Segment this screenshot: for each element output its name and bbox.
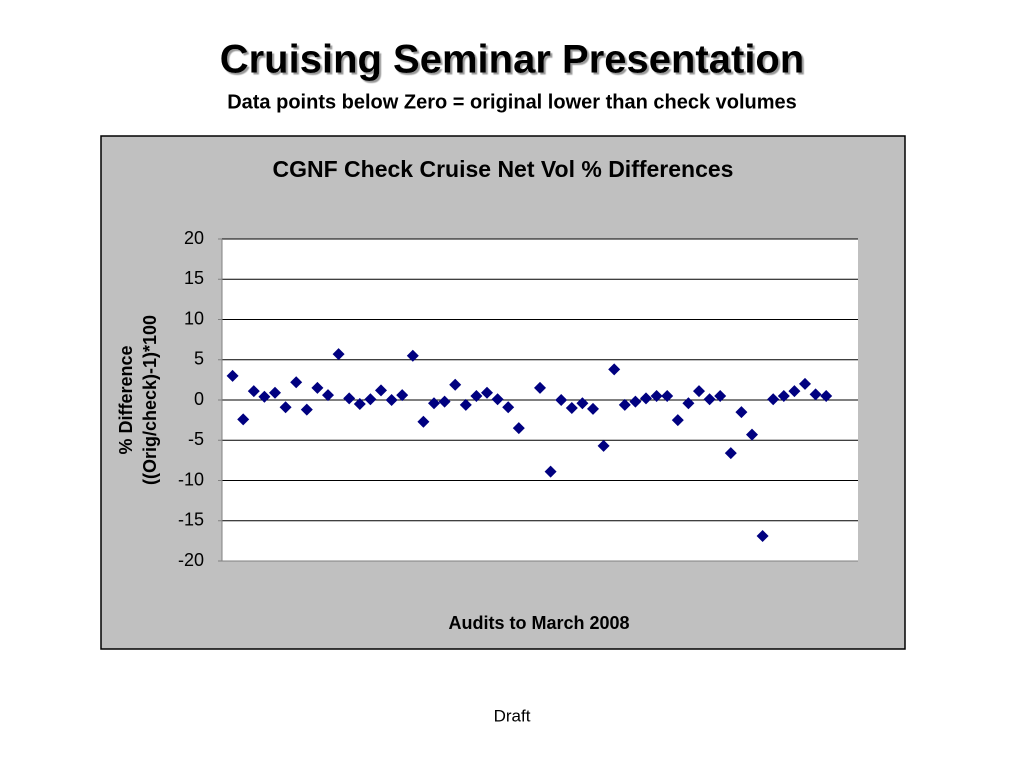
data-point (767, 393, 780, 406)
data-point (724, 447, 737, 460)
data-point (512, 422, 525, 435)
data-point (682, 397, 695, 410)
data-point (290, 376, 303, 389)
data-point (629, 395, 642, 408)
data-point (406, 349, 419, 362)
data-point (799, 377, 811, 390)
y-axis-label: % Difference ((Orig/check)-1)*100 (116, 315, 160, 485)
y-tick-label: -10 (178, 469, 204, 489)
x-axis-label: Audits to March 2008 (448, 613, 629, 633)
data-point (565, 402, 578, 415)
y-tick-label: 5 (194, 349, 204, 369)
slide-title: Cruising Seminar Presentation (220, 38, 805, 82)
data-point (247, 385, 260, 398)
data-point (693, 385, 705, 398)
data-point (587, 402, 599, 415)
y-tick-label: 10 (184, 308, 204, 328)
data-point (618, 398, 631, 411)
data-point (491, 393, 504, 406)
data-point (544, 465, 557, 478)
data-point (608, 363, 621, 376)
data-point (353, 398, 366, 411)
y-tick-label: 20 (184, 228, 204, 248)
data-point (576, 397, 589, 410)
data-point (459, 398, 472, 411)
data-point (279, 401, 292, 414)
data-point (650, 389, 663, 402)
data-point (226, 369, 239, 382)
data-point (396, 389, 409, 402)
y-tick-label: 0 (194, 389, 204, 409)
data-point (237, 413, 250, 426)
data-point (714, 389, 727, 402)
data-point (502, 401, 515, 414)
data-point (756, 530, 769, 543)
data-point (534, 381, 546, 394)
data-point (470, 389, 483, 402)
y-axis-label-line: % Difference (116, 345, 136, 454)
data-point (735, 406, 748, 419)
data-point (671, 414, 684, 427)
data-point (481, 386, 493, 399)
data-point (332, 348, 345, 361)
data-point (449, 378, 462, 391)
data-point (343, 392, 356, 405)
y-tick-label: -15 (178, 510, 204, 530)
data-point (269, 386, 281, 399)
data-point (428, 397, 440, 410)
data-point (788, 385, 801, 398)
data-point (809, 388, 822, 401)
data-point (258, 390, 271, 403)
y-tick-label: 15 (184, 268, 204, 288)
y-axis-label-line: ((Orig/check)-1)*100 (140, 315, 160, 485)
data-point (820, 389, 833, 402)
data-point (746, 428, 758, 441)
footer: Draft (494, 706, 531, 725)
chart-title: CGNF Check Cruise Net Vol % Differences (273, 156, 734, 182)
data-point (438, 395, 451, 408)
data-point (300, 403, 313, 416)
y-tick-label: -5 (188, 429, 204, 449)
data-point (385, 394, 398, 406)
data-point (640, 392, 652, 405)
data-point (777, 389, 790, 402)
data-point (322, 389, 334, 402)
data-point (597, 439, 610, 452)
y-tick-label: -20 (178, 550, 204, 570)
data-point (555, 394, 568, 406)
data-point (364, 393, 377, 406)
data-point (311, 381, 324, 394)
data-point (661, 389, 674, 402)
data-point (417, 415, 430, 428)
data-point (703, 393, 716, 406)
data-point (375, 384, 387, 397)
slide-subtitle: Data points below Zero = original lower … (227, 91, 797, 113)
